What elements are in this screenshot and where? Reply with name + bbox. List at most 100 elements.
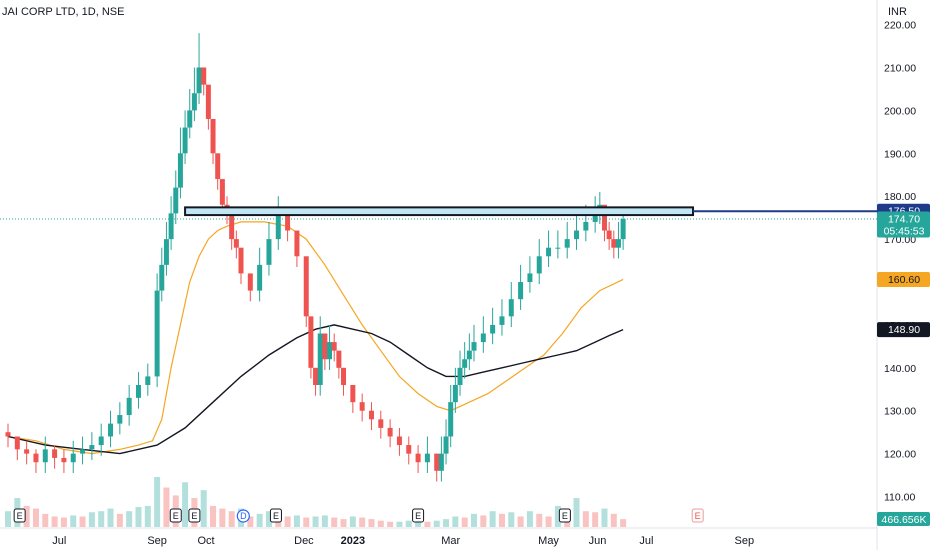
x-tick-label: 2023 xyxy=(341,535,365,547)
candle xyxy=(247,273,253,291)
candle xyxy=(457,367,463,385)
volume-bar xyxy=(5,511,11,527)
candle xyxy=(592,213,598,222)
candle xyxy=(80,449,86,454)
volume-bar xyxy=(219,508,226,527)
candle xyxy=(466,350,472,360)
volume-bar xyxy=(489,511,496,527)
candle xyxy=(396,436,402,446)
volume-bar xyxy=(228,511,235,527)
candle xyxy=(527,273,533,283)
candle xyxy=(219,179,225,205)
x-tick-label: Mar xyxy=(441,535,460,547)
candle xyxy=(196,67,202,94)
y-tick-label: 180.00 xyxy=(884,191,916,203)
candle xyxy=(490,324,496,334)
resistance-zone xyxy=(184,206,695,217)
candle xyxy=(452,384,458,403)
volume-bar xyxy=(154,477,161,527)
candle xyxy=(177,153,183,188)
y-tick-label: 190.00 xyxy=(884,148,916,160)
x-tick-label: Jul xyxy=(52,535,66,547)
candle xyxy=(257,264,263,291)
candle xyxy=(536,256,542,274)
event-label: E xyxy=(17,511,23,521)
price-tag-label: 160.60 xyxy=(888,274,920,286)
volume-tag-label: 466.656K xyxy=(882,514,927,526)
candle xyxy=(322,333,328,360)
volume-bar xyxy=(116,513,123,527)
volume-bar xyxy=(321,515,328,527)
candle xyxy=(327,342,333,360)
dividend-icon xyxy=(236,509,250,523)
volume-bar xyxy=(471,513,477,527)
volume-bar xyxy=(107,508,114,527)
volume-bar xyxy=(359,517,366,527)
candle xyxy=(5,432,11,437)
x-tick-label: Sep xyxy=(147,535,167,547)
event-label: E xyxy=(191,511,197,521)
volume-bar xyxy=(610,513,617,527)
volume-bar xyxy=(554,505,561,527)
x-tick-label: Jun xyxy=(589,535,607,547)
event-label: E xyxy=(562,511,568,521)
currency-label: INR xyxy=(888,6,907,18)
event-label: E xyxy=(415,511,421,521)
y-tick-label: 110.00 xyxy=(884,492,915,504)
moving-average-line xyxy=(7,324,624,455)
candle xyxy=(336,350,342,368)
price-tag-countdown: 05:45:53 xyxy=(884,225,925,237)
price-tag xyxy=(877,322,930,338)
volume-bar xyxy=(182,482,189,527)
candle xyxy=(14,436,20,450)
volume-bar xyxy=(60,517,67,527)
y-tick-label: 120.00 xyxy=(884,449,916,461)
price-tag-label: 174.70 xyxy=(888,213,920,225)
earnings-icon xyxy=(412,508,425,523)
candle xyxy=(415,453,421,463)
volume-bar xyxy=(126,511,133,527)
candle xyxy=(215,153,221,180)
event-label: D xyxy=(240,511,247,521)
candle xyxy=(574,230,580,240)
volume-bar xyxy=(433,520,440,527)
candle xyxy=(275,213,281,240)
candle xyxy=(615,239,621,248)
candle xyxy=(564,239,570,248)
volume-bar xyxy=(135,507,142,527)
candle xyxy=(201,67,207,85)
x-tick-label: Dec xyxy=(294,535,314,547)
volume-bar xyxy=(32,508,39,527)
candle xyxy=(308,316,314,368)
volume-bar xyxy=(526,511,533,527)
candle xyxy=(499,316,505,325)
candle xyxy=(24,449,30,454)
candle xyxy=(205,84,211,119)
volume-bar xyxy=(42,513,49,527)
candle xyxy=(368,410,374,420)
candle xyxy=(168,213,174,240)
candle xyxy=(135,384,141,398)
chart-title: JAI CORP LTD, 1D, NSE xyxy=(2,6,125,18)
candle xyxy=(434,453,440,471)
candle xyxy=(108,423,114,437)
volume-bar xyxy=(331,517,338,527)
y-tick-label: 200.00 xyxy=(884,105,916,117)
candle xyxy=(620,218,626,240)
candle xyxy=(378,419,384,428)
price-tag xyxy=(877,211,930,238)
volume-bar xyxy=(536,513,543,527)
candle xyxy=(89,445,95,450)
volume-bar xyxy=(70,515,77,527)
moving-average-line xyxy=(7,221,624,455)
volume-bar xyxy=(368,519,375,527)
candle xyxy=(443,436,449,454)
volume-bar xyxy=(517,516,524,527)
candle xyxy=(61,457,67,463)
candle xyxy=(359,402,365,411)
earnings-icon xyxy=(558,508,571,523)
volume-bar xyxy=(79,516,86,527)
candle xyxy=(173,187,179,214)
x-tick-label: May xyxy=(538,535,559,547)
